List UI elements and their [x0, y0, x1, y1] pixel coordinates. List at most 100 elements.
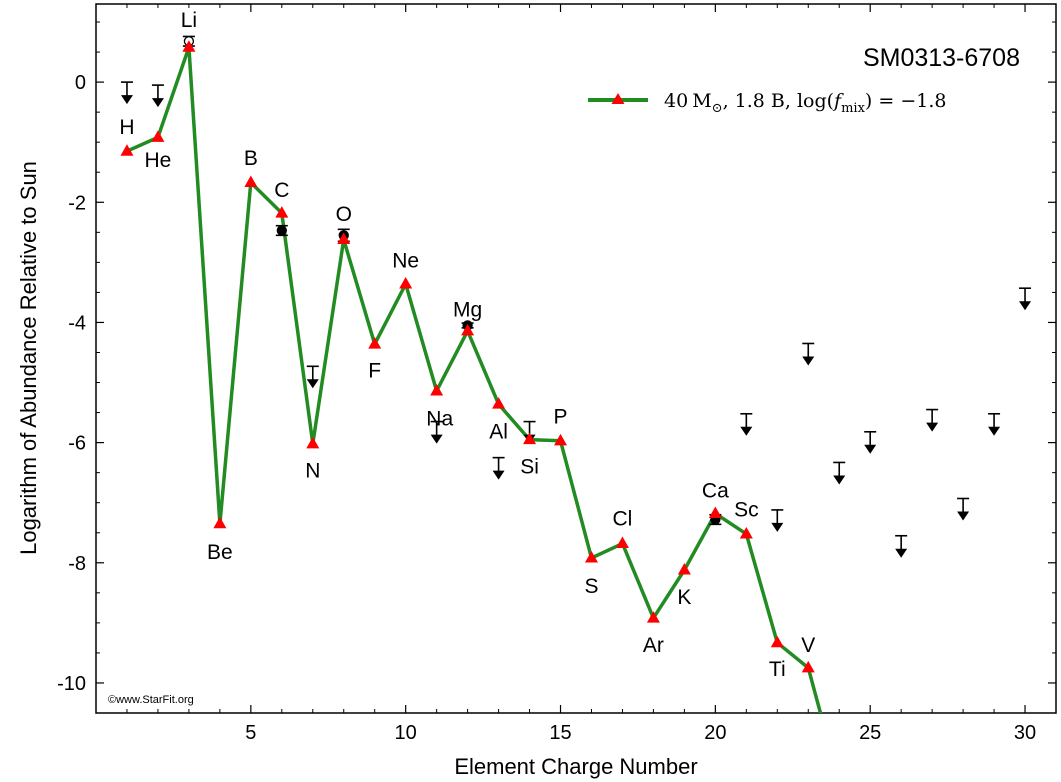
upper-limit-arrow — [120, 95, 133, 105]
element-label: Mg — [453, 299, 482, 322]
model-marker — [244, 175, 258, 187]
x-tick-label: 15 — [549, 722, 571, 744]
upper-limit-marker — [120, 81, 133, 105]
upper-limit-arrow — [864, 444, 877, 454]
upper-limit-marker — [802, 342, 815, 366]
credit-text: ©www.StarFit.org — [108, 694, 194, 706]
upper-limit-arrow — [1019, 301, 1032, 311]
element-label: He — [145, 149, 172, 172]
model-marker — [646, 611, 660, 623]
y-tick-label: -10 — [57, 673, 86, 695]
element-label: V — [801, 634, 815, 657]
model-marker — [337, 232, 351, 245]
legend-marker-swatch — [611, 93, 625, 104]
upper-limit-marker — [895, 534, 908, 558]
upper-limit-marker — [833, 461, 846, 485]
upper-limit-arrow — [802, 356, 815, 366]
upper-limit-arrow — [151, 98, 164, 108]
upper-limit-marker — [151, 84, 164, 108]
model-marker — [554, 433, 568, 446]
element-label: F — [368, 359, 381, 382]
element-label: C — [274, 179, 289, 202]
y-tick-label: -4 — [68, 312, 86, 334]
y-tick-label: -6 — [68, 433, 86, 455]
upper-limit-marker — [926, 408, 939, 432]
upper-limit-arrow — [895, 548, 908, 558]
x-tick-label: 10 — [395, 722, 417, 744]
y-axis-title: Logarithm of Abundance Relative to Sun — [16, 161, 41, 555]
upper-limit-marker — [740, 412, 753, 436]
observed-marker — [276, 225, 287, 236]
element-label: Ar — [643, 634, 664, 657]
element-label: Na — [426, 407, 453, 430]
y-tick-label: 0 — [75, 72, 86, 94]
model-marker — [801, 660, 815, 673]
model-marker — [213, 516, 227, 529]
y-tick-label: -8 — [68, 553, 86, 575]
upper-limit-arrow — [957, 511, 970, 521]
x-axis-title: Element Charge Number — [454, 754, 697, 779]
element-label: N — [305, 460, 320, 483]
observed-point — [275, 224, 288, 237]
element-label: Li — [181, 9, 197, 32]
element-label: Al — [489, 421, 508, 444]
element-label: P — [554, 406, 568, 429]
upper-limit-marker — [430, 420, 443, 444]
element-label: Cl — [613, 508, 633, 531]
upper-limit-arrow — [740, 426, 753, 436]
upper-limit-arrow — [833, 475, 846, 485]
element-label: H — [119, 116, 134, 139]
model-marker — [739, 526, 753, 539]
model-marker — [708, 506, 722, 519]
model-marker — [151, 130, 165, 142]
element-label: S — [584, 575, 598, 598]
upper-limit-arrow — [771, 522, 784, 532]
upper-limit-marker — [1019, 287, 1032, 311]
upper-limit-arrow — [926, 422, 939, 432]
upper-limit-marker — [492, 456, 505, 480]
element-label: Ca — [702, 479, 729, 502]
upper-limit-arrow — [306, 379, 319, 389]
x-tick-label: 30 — [1014, 722, 1036, 744]
element-label: O — [336, 203, 352, 226]
model-marker — [523, 432, 537, 445]
element-label: Be — [207, 541, 233, 564]
element-label: Ti — [769, 658, 786, 681]
model-marker — [615, 536, 629, 549]
element-label: B — [244, 147, 258, 170]
model-marker — [368, 337, 382, 349]
x-tick-label: 5 — [245, 722, 256, 744]
x-tick-label: 20 — [704, 722, 726, 744]
model-marker — [461, 323, 475, 336]
upper-limit-marker — [771, 509, 784, 532]
model-marker — [306, 436, 320, 449]
model-marker — [492, 397, 506, 409]
model-series-line — [126, 45, 823, 713]
upper-limit-marker — [988, 412, 1001, 436]
element-label: K — [677, 586, 691, 609]
legend: 40 M⊙, 1.8 B, log(fmix) = −1.8 — [588, 90, 946, 116]
model-marker — [182, 40, 196, 52]
upper-limit-marker — [957, 497, 970, 521]
model-marker — [770, 635, 784, 648]
chart-title: SM0313-6708 — [863, 44, 1020, 72]
model-marker — [584, 550, 598, 563]
model-marker — [120, 144, 134, 156]
element-label: Si — [520, 455, 539, 478]
model-marker — [677, 562, 691, 575]
model-marker — [275, 206, 289, 218]
x-tick-label: 25 — [859, 722, 881, 744]
upper-limit-marker — [306, 365, 319, 389]
upper-limit-arrow — [430, 434, 443, 444]
y-tick-label: -2 — [68, 192, 86, 214]
upper-limit-marker — [864, 431, 877, 454]
element-label: Sc — [734, 499, 759, 522]
plot-frame — [95, 3, 1057, 714]
model-marker — [399, 276, 413, 289]
model-marker — [430, 383, 444, 396]
element-label: Ne — [392, 249, 419, 272]
upper-limit-arrow — [988, 426, 1001, 436]
upper-limit-arrow — [492, 470, 505, 480]
legend-label: 40 M⊙, 1.8 B, log(fmix) = −1.8 — [664, 90, 946, 116]
